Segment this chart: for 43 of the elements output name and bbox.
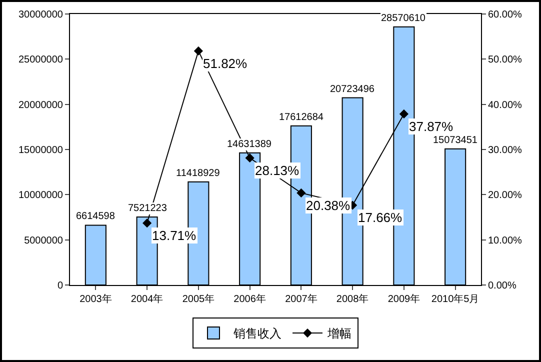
data-label: 51.82%	[203, 56, 248, 71]
y-tick-label: 25000000	[18, 54, 64, 66]
y2-tick-label: 50.00%	[488, 54, 522, 66]
y2-tick-label: 0.00%	[488, 280, 516, 292]
x-tick-label: 2009年	[388, 293, 420, 305]
y-tick-label: 0	[57, 280, 64, 292]
legend-label: 增幅	[326, 326, 352, 341]
legend-label: 销售收入	[232, 326, 282, 341]
y-tick-label: 5000000	[24, 235, 64, 246]
point	[296, 188, 306, 198]
point	[245, 153, 254, 162]
y-tick-label: 15000000	[18, 145, 64, 156]
data-label: 17612684	[279, 112, 324, 123]
data-label: 28570610	[381, 13, 426, 24]
x-tick-label: 2005年	[182, 293, 215, 305]
data-label: 14631389	[227, 139, 272, 150]
x-tick-label: 2003年	[80, 293, 112, 305]
data-label: 20.38%	[306, 198, 351, 213]
data-label: 7521223	[128, 203, 168, 214]
data-label: 15073451	[433, 135, 478, 146]
y2-tick-label: 30.00%	[488, 145, 522, 156]
x-tick-label: 2004年	[130, 293, 164, 305]
point	[142, 218, 152, 228]
x-tick-label: 2006年	[234, 293, 266, 305]
data-label: 6614598	[76, 211, 116, 222]
y2-tick-label: 40.00%	[488, 100, 522, 111]
data-label: 20723496	[330, 84, 375, 95]
y-tick-label: 30000000	[18, 10, 64, 20]
x-tick-label: 2007年	[285, 293, 318, 305]
point	[399, 109, 408, 118]
data-label: 17.66%	[358, 210, 403, 225]
data-label: 28.13%	[255, 163, 300, 178]
y2-tick-label: 60.00%	[488, 10, 522, 20]
x-tick-label: 2008年	[336, 293, 369, 305]
y-tick-label: 10000000	[18, 190, 64, 202]
data-label: 11418929	[176, 168, 220, 179]
data-label: 37.87%	[409, 119, 454, 134]
x-tick-label: 2010年5月	[431, 293, 480, 305]
data-label: 13.71%	[152, 228, 197, 243]
y2-tick-label: 20.00%	[488, 190, 522, 202]
point	[194, 46, 203, 56]
y2-tick-label: 10.00%	[488, 235, 522, 246]
y-tick-label: 20000000	[18, 100, 64, 111]
